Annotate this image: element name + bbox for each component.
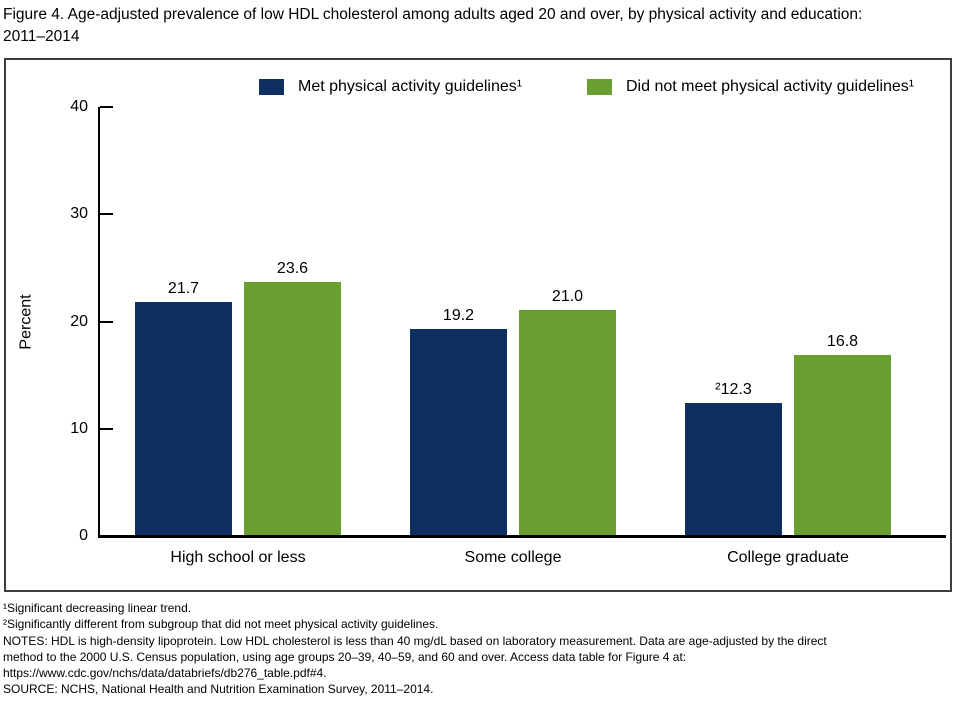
legend-item: Met physical activity guidelines¹ [259, 78, 522, 96]
y-axis-line [98, 107, 100, 537]
bar-value-label: ²12.3 [715, 381, 752, 398]
y-tick [100, 428, 113, 430]
footnote-line: https://www.cdc.gov/nchs/data/databriefs… [3, 666, 327, 681]
footnote-line: ²Significantly different from subgroup t… [3, 617, 439, 632]
category-label: High school or less [170, 549, 306, 566]
category-label: Some college [464, 549, 562, 566]
y-tick [100, 213, 113, 215]
y-axis-title-text: Percent [18, 293, 36, 350]
y-tick-label: 40 [70, 98, 88, 115]
bar [794, 355, 891, 535]
legend-label: Met physical activity guidelines¹ [298, 78, 523, 95]
bar-value-label: 21.7 [167, 280, 200, 297]
footnote-line: NOTES: HDL is high-density lipoprotein. … [3, 633, 827, 648]
bar-value-label: 19.2 [442, 307, 475, 324]
footnotes-block: ¹Significant decreasing linear trend. ²Si… [3, 600, 953, 698]
figure-title: Figure 4. Age-adjusted prevalence of low… [3, 6, 863, 45]
y-tick-label: 0 [79, 527, 88, 544]
footnote-line: SOURCE: NCHS, National Health and Nutrit… [3, 682, 434, 697]
y-tick-label: 10 [70, 420, 88, 437]
x-axis-line [98, 535, 946, 538]
bar [135, 302, 232, 535]
bar-value-label: 16.8 [826, 333, 859, 350]
y-tick [100, 321, 113, 323]
footnote-line: method to the 2000 U.S. Census populatio… [3, 649, 687, 664]
footnote-line: ¹Significant decreasing linear trend. [3, 601, 192, 615]
legend-swatch [259, 79, 284, 95]
category-label: College graduate [727, 549, 849, 566]
legend-label: Did not meet physical activity guideline… [626, 78, 915, 95]
y-tick-label: 30 [70, 205, 88, 222]
bar-value-label: 23.6 [276, 260, 309, 277]
bar [685, 403, 782, 535]
bar [244, 282, 341, 535]
bar [519, 310, 616, 535]
bar [410, 329, 507, 535]
y-tick-label: 20 [70, 313, 88, 330]
y-tick [100, 106, 113, 108]
y-axis-title: Percent [14, 107, 40, 536]
legend-item: Did not meet physical activity guideline… [587, 78, 914, 96]
legend-swatch [587, 79, 612, 95]
bar-value-label: 21.0 [551, 288, 584, 305]
